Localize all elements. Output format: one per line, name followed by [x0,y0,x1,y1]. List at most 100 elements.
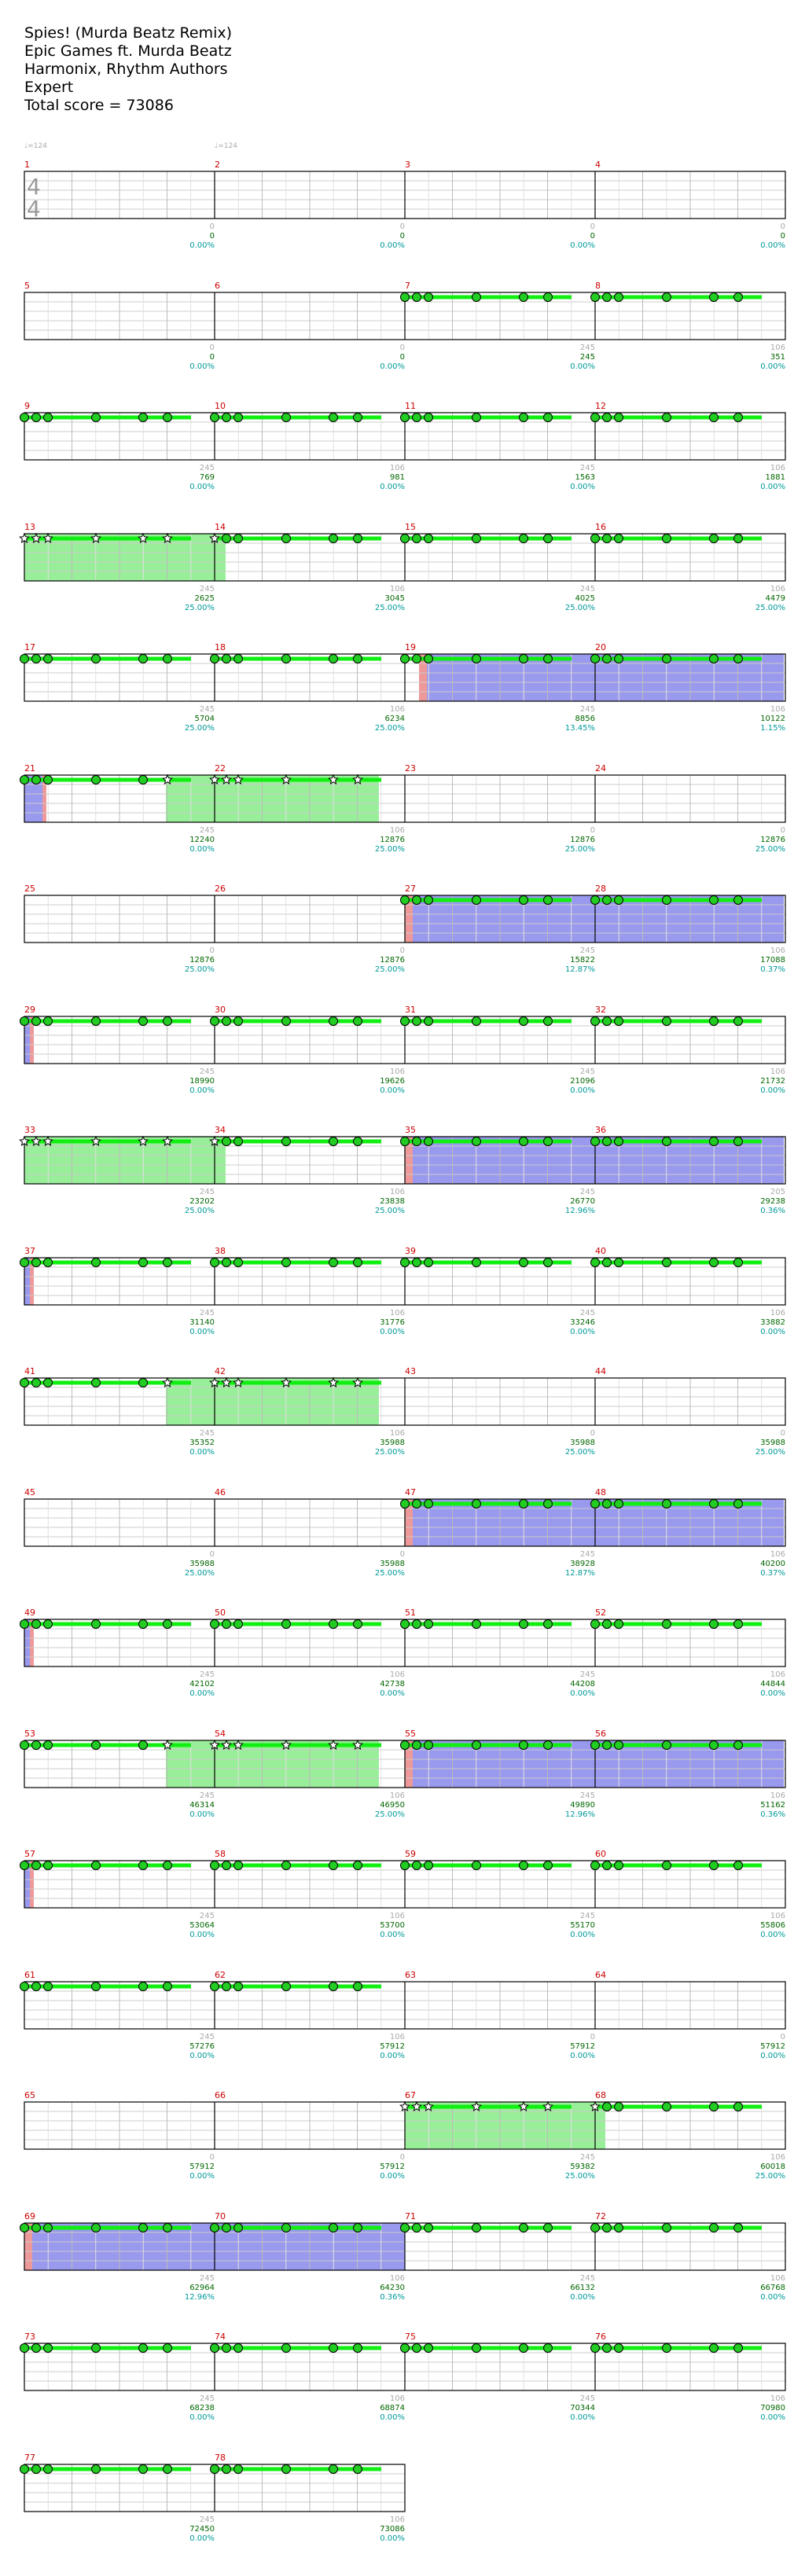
note-gem [472,2343,481,2353]
note-gem [590,1499,600,1508]
note-gem [543,292,553,302]
note-gem [20,1619,29,1629]
measure-note-score: 106 [390,1912,405,1920]
note-gem [662,292,671,302]
note-gem [329,2464,338,2474]
note-gem [163,654,172,663]
overdrive-percent: 25.00% [565,845,595,854]
overdrive-percent: 0.00% [189,1086,215,1095]
note-gem [590,1137,600,1146]
note-gem [614,1499,623,1508]
measure-number: 8 [595,281,601,291]
measure-number: 37 [24,1246,35,1256]
measure-note-score: 245 [200,1670,215,1679]
note-gem [43,654,53,663]
note-gem [400,1740,410,1750]
measure-number: 40 [595,1246,606,1256]
measure-number: 49 [24,1608,35,1618]
note-gem [233,1137,243,1146]
sustain-bar [405,1743,572,1747]
note-gem [662,413,671,422]
overdrive-percent: 0.00% [189,2052,215,2060]
sustain-bar [405,1622,572,1626]
note-gem [519,1861,528,1870]
cumulative-score: 8856 [575,715,595,723]
cumulative-score: 72450 [189,2525,215,2534]
sustain-bar [24,777,191,782]
measure-number: 44 [595,1366,606,1376]
note-gem [31,2343,41,2353]
note-gem [91,1982,101,1991]
overdrive-percent: 0.00% [189,362,215,371]
overdrive-percent: 0.00% [570,2413,595,2422]
note-gem [91,1016,101,1026]
measure-number: 27 [405,884,416,894]
note-gem [602,2343,612,2353]
overdrive-percent: 0.00% [189,845,215,854]
note-gem [222,534,231,543]
note-gem [424,1499,433,1508]
measure-number: 7 [405,281,410,291]
cumulative-score: 64230 [380,2284,405,2292]
cumulative-score: 18990 [189,1077,215,1086]
sustain-bar [215,536,381,541]
overdrive-percent: 0.00% [760,1689,785,1698]
cumulative-score: 55170 [570,1921,595,1930]
measure-note-score: 245 [200,2394,215,2403]
star-note [162,1376,173,1387]
sustain-bar [215,1380,381,1385]
note-gem [543,1137,553,1146]
time-signature-numerator: 4 [27,174,41,200]
star-note [518,2100,529,2111]
overdrive-percent: 0.00% [570,1931,595,1939]
cumulative-score: 15822 [570,956,595,965]
overdrive-percent: 25.00% [755,604,785,612]
measure-note-score: 0 [781,826,785,835]
overdrive-percent: 0.00% [189,1931,215,1939]
note-gem [472,413,481,422]
measure-note-score: 106 [770,1791,785,1800]
note-gem [614,1619,623,1629]
measure-note-score: 0 [210,1550,215,1559]
sustain-bar [24,415,191,420]
note-gem [543,1499,553,1508]
star-note [471,2100,482,2111]
overdrive-percent: 25.00% [375,604,405,612]
note-gem [43,1378,53,1387]
overdrive-percent: 0.00% [189,1448,215,1457]
sustain-bar [215,656,381,661]
note-gem [543,1619,553,1629]
star-note [42,1135,53,1146]
note-gem [602,895,612,905]
note-gem [602,292,612,302]
measure-note-score: 0 [590,1429,595,1438]
note-gem [412,1137,421,1146]
overdrive-percent: 0.00% [189,241,215,250]
overdrive-start [405,895,413,943]
sustain-bar [24,536,191,541]
note-gem [424,1137,433,1146]
cumulative-score: 1563 [575,473,595,482]
note-gem [31,1258,41,1267]
star-note [590,2100,601,2111]
overdrive-start [405,1499,413,1546]
measure-note-score: 106 [770,1068,785,1076]
cumulative-score: 4025 [575,594,595,603]
note-gem [20,2464,29,2474]
song-title: Spies! (Murda Beatz Remix) [24,24,233,42]
note-gem [43,1258,53,1267]
measure-number: 31 [405,1005,416,1015]
note-gem [138,1982,148,1991]
sustain-bar [405,415,572,420]
note-gem [412,1499,421,1508]
note-gem [519,292,528,302]
note-gem [353,2343,362,2353]
note-gem [31,413,41,422]
overdrive-percent: 0.00% [380,1931,405,1939]
note-gem [602,413,612,422]
overdrive-percent: 0.00% [570,362,595,371]
sustain-bar [215,1622,381,1626]
sustain-bar [24,1863,191,1868]
measure-number: 9 [24,401,30,411]
cumulative-score: 0 [210,353,215,362]
